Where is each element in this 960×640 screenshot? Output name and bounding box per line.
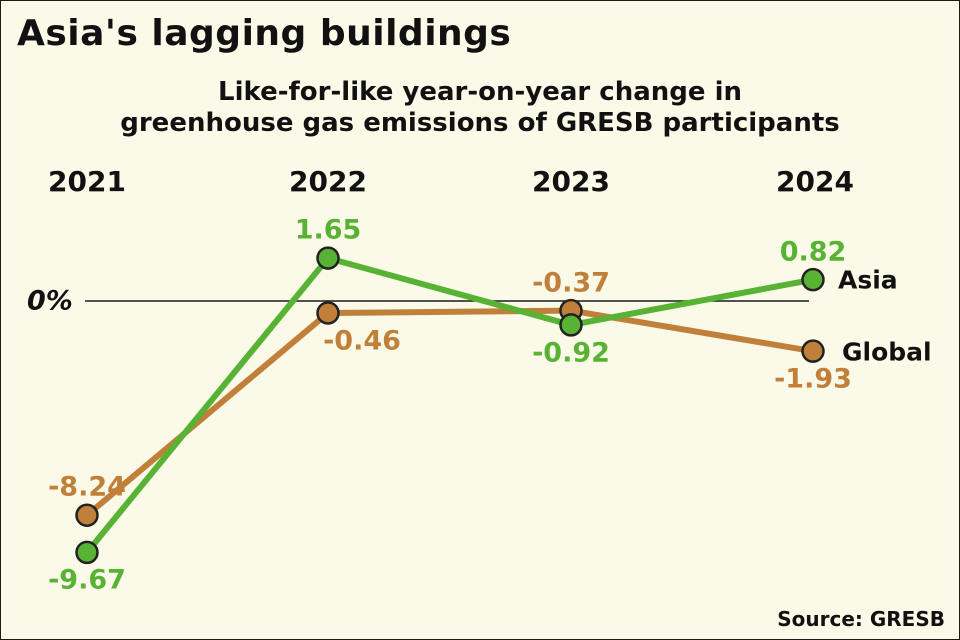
chart-title: Asia's lagging buildings — [17, 13, 512, 54]
zero-axis-label: 0% — [27, 285, 73, 317]
x-axis-label-2024: 2024 — [776, 165, 854, 198]
asia-point-2024 — [801, 267, 825, 292]
global-point-2022 — [316, 301, 340, 325]
global-point-2021 — [75, 503, 99, 527]
x-axis-label-2023: 2023 — [532, 165, 610, 198]
asia-point-2021 — [75, 540, 99, 565]
source-label: Source: GRESB — [777, 607, 945, 631]
global-point-2024 — [801, 339, 825, 363]
asia-series-line — [84, 255, 816, 556]
series-label-asia: Asia — [838, 265, 898, 295]
chart-subtitle: Like-for-like year-on-year change in gre… — [1, 77, 959, 138]
global-series-line — [84, 307, 816, 519]
x-axis-label-2021: 2021 — [48, 165, 126, 198]
series-label-global: Global — [842, 337, 932, 367]
x-axis-label-2022: 2022 — [289, 165, 367, 198]
asia-point-2022 — [316, 246, 340, 270]
chart-subtitle-line1: Like-for-like year-on-year change in — [218, 77, 742, 107]
asia-point-2023 — [559, 313, 583, 337]
chart-subtitle-line2: greenhouse gas emissions of GRESB partic… — [120, 107, 840, 138]
